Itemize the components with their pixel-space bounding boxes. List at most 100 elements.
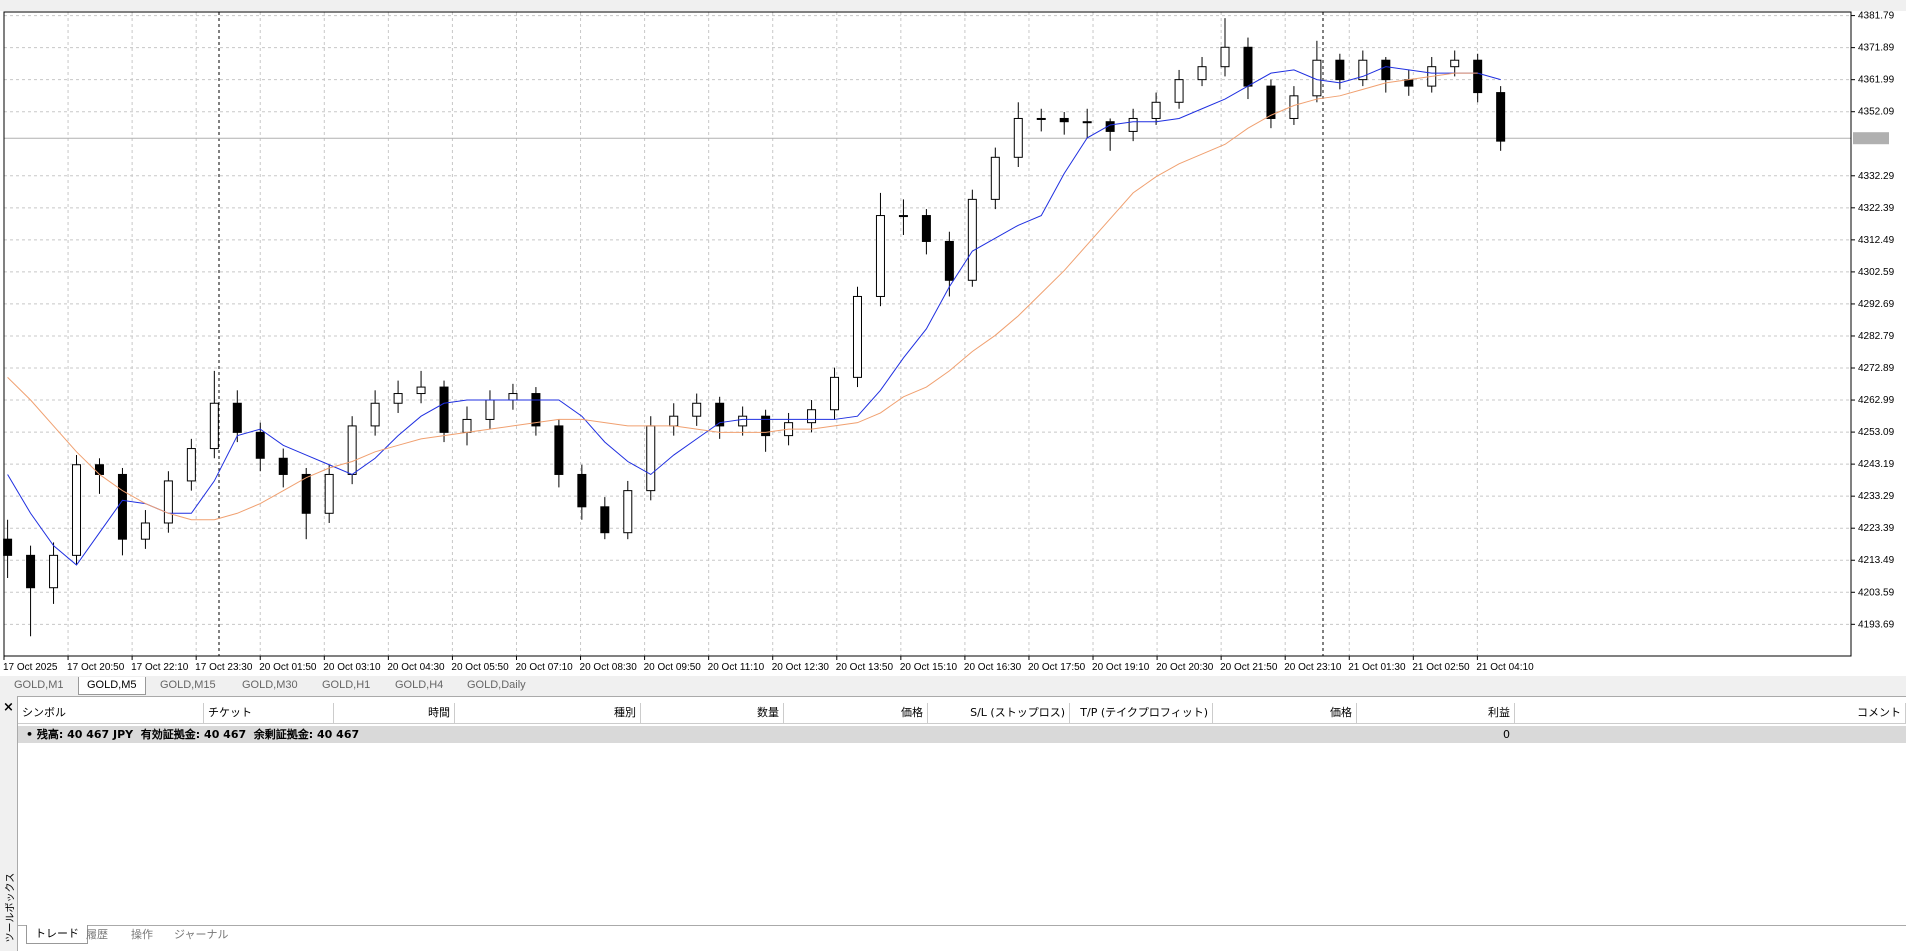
y-tick-label: 4322.39 xyxy=(1858,203,1895,214)
y-tick-label: 4223.39 xyxy=(1858,523,1895,534)
x-tick-label: 20 Oct 19:10 xyxy=(1092,662,1150,673)
toolbox-tab[interactable]: 操作 xyxy=(131,928,153,941)
x-tick-label: 20 Oct 04:30 xyxy=(387,662,445,673)
symbol-tab[interactable]: GOLD,Daily xyxy=(467,679,526,691)
candle-body xyxy=(807,409,817,424)
candle-body xyxy=(324,473,334,514)
toolbox-tab[interactable]: トレード xyxy=(26,925,88,944)
candle-body xyxy=(1473,59,1483,94)
y-tick-label: 4213.49 xyxy=(1858,555,1895,566)
x-tick-label: 20 Oct 05:50 xyxy=(451,662,509,673)
x-tick-label: 20 Oct 08:30 xyxy=(580,662,638,673)
candle-body xyxy=(623,490,633,534)
account-text: 残高: 40 467 JPY 有効証拠金: 40 467 余剰証拠金: 40 4… xyxy=(36,728,360,741)
candle-body xyxy=(209,402,219,450)
candle-body xyxy=(416,386,426,395)
candle-body xyxy=(600,506,610,534)
candle-body xyxy=(72,464,82,556)
y-tick-label: 4243.19 xyxy=(1858,459,1895,470)
candle-body xyxy=(898,215,908,218)
symbol-tab[interactable]: GOLD,M1 xyxy=(14,679,64,691)
y-tick-label: 4361.99 xyxy=(1858,75,1895,86)
candle-body xyxy=(485,399,495,420)
x-tick-label: 20 Oct 15:10 xyxy=(900,662,958,673)
column-header[interactable]: チケット xyxy=(204,703,334,723)
candle-body xyxy=(577,473,587,508)
price-label xyxy=(1853,132,1889,145)
candle-body xyxy=(1174,79,1184,103)
candle-body xyxy=(3,538,13,556)
candle-body xyxy=(439,386,449,433)
x-tick-label: 20 Oct 01:50 xyxy=(259,662,317,673)
column-header[interactable]: 種別 xyxy=(455,703,641,723)
column-header[interactable]: 利益 xyxy=(1357,703,1515,723)
candle-body xyxy=(508,393,518,401)
column-header[interactable]: コメント xyxy=(1515,703,1906,723)
candle-body xyxy=(117,473,127,540)
symbol-tab[interactable]: GOLD,H1 xyxy=(322,679,371,691)
candle-body xyxy=(163,480,173,524)
x-tick-label: 17 Oct 22:10 xyxy=(131,662,189,673)
candle-body xyxy=(1450,59,1460,68)
candle-body xyxy=(715,402,725,427)
candle-body xyxy=(186,448,196,482)
y-tick-label: 4262.99 xyxy=(1858,395,1895,406)
candle-body xyxy=(531,393,541,427)
candle-body xyxy=(1243,46,1253,87)
tab-rule xyxy=(18,925,1906,926)
candle-body xyxy=(921,215,931,242)
x-tick-label: 20 Oct 07:10 xyxy=(515,662,573,673)
symbol-tab[interactable]: GOLD,M30 xyxy=(242,679,298,691)
y-tick-label: 4292.69 xyxy=(1858,299,1895,310)
y-tick-label: 4381.79 xyxy=(1858,11,1895,22)
symbol-tab[interactable]: GOLD,M15 xyxy=(160,679,216,691)
x-tick-label: 20 Oct 21:50 xyxy=(1220,662,1278,673)
x-tick-label: 20 Oct 12:30 xyxy=(772,662,830,673)
column-header[interactable]: 時間 xyxy=(334,703,455,723)
candle-body xyxy=(875,215,885,297)
candle-body xyxy=(990,156,1000,200)
column-header[interactable]: シンボル xyxy=(18,703,204,723)
x-tick-label: 20 Oct 09:50 xyxy=(644,662,702,673)
plot-border xyxy=(3,11,1852,657)
x-tick-label: 20 Oct 11:10 xyxy=(708,662,765,673)
column-header[interactable]: 価格 xyxy=(1213,703,1357,723)
y-tick-label: 4352.09 xyxy=(1858,107,1895,118)
toolbox-tab[interactable]: ジャーナル xyxy=(174,928,229,941)
column-header[interactable]: 価格 xyxy=(784,703,928,723)
candle-body xyxy=(738,415,748,427)
column-header[interactable]: 数量 xyxy=(641,703,784,723)
column-header[interactable]: T/P (テイクプロフィット) xyxy=(1070,703,1213,723)
moving-average xyxy=(7,66,1501,566)
candle-body xyxy=(1381,59,1391,81)
x-tick-label: 20 Oct 20:30 xyxy=(1156,662,1214,673)
toolbox-sidebar xyxy=(0,696,18,951)
x-tick-label: 20 Oct 16:30 xyxy=(964,662,1022,673)
column-header[interactable]: S/L (ストップロス) xyxy=(928,703,1070,723)
candle-body xyxy=(232,402,242,433)
x-tick-label: 21 Oct 04:10 xyxy=(1476,662,1534,673)
x-tick-label: 20 Oct 13:50 xyxy=(836,662,894,673)
y-tick-label: 4203.59 xyxy=(1858,587,1895,598)
y-tick-label: 4312.49 xyxy=(1858,235,1895,246)
candle-body xyxy=(944,240,954,281)
account-summary: • 残高: 40 467 JPY 有効証拠金: 40 467 余剰証拠金: 40… xyxy=(26,728,360,741)
chart-background xyxy=(0,11,1906,676)
candle-body xyxy=(1059,117,1069,123)
candle-body xyxy=(669,415,679,427)
table-header xyxy=(18,702,1906,724)
x-tick-label: 17 Oct 20:50 xyxy=(67,662,125,673)
y-tick-label: 4282.79 xyxy=(1858,331,1895,342)
candle-body xyxy=(852,295,862,378)
candle-body xyxy=(370,402,380,427)
candle-body xyxy=(278,457,288,475)
candle-body xyxy=(646,425,656,492)
x-tick-label: 21 Oct 01:30 xyxy=(1348,662,1406,673)
symbol-tab[interactable]: GOLD,H4 xyxy=(395,679,444,691)
symbol-tab[interactable]: GOLD,M5 xyxy=(78,677,146,695)
toolbox-tab[interactable]: 履歴 xyxy=(86,928,108,941)
close-icon[interactable]: × xyxy=(3,700,14,715)
x-tick-label: 20 Oct 17:50 xyxy=(1028,662,1086,673)
profit-value: 0 xyxy=(1503,728,1510,741)
